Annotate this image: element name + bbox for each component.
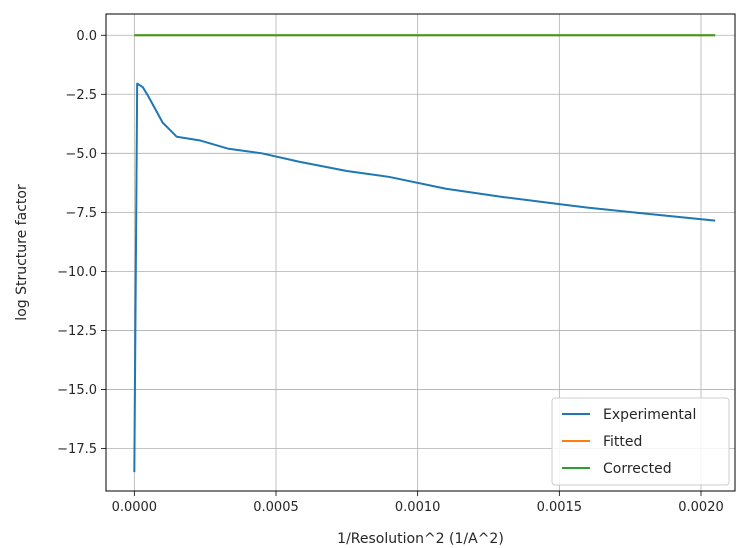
y-tick-label: −17.5 [57,442,97,457]
x-tick-label: 0.0000 [112,500,158,515]
x-tick-label: 0.0005 [253,500,299,515]
y-tick-label: 0.0 [76,29,97,44]
x-axis-ticks: 0.0000 0.0005 0.0010 0.0015 0.0020 [112,491,724,515]
legend-label-fitted: Fitted [603,434,642,450]
x-tick-label: 0.0015 [537,500,583,515]
y-tick-label: −2.5 [65,88,97,103]
y-axis-label: log Structure factor [14,184,30,321]
plot-frame [105,13,736,492]
series-line-experimental [133,82,716,473]
y-tick-label: −15.0 [57,383,97,398]
y-tick-label: −5.0 [65,147,97,162]
y-tick-label: −7.5 [65,206,97,221]
x-tick-label: 0.0020 [678,500,724,515]
x-axis-label: 1/Resolution^2 (1/A^2) [337,531,504,547]
legend-label-experimental: Experimental [603,407,696,423]
y-tick-label: −10.0 [57,265,97,280]
x-tick-label: 0.0010 [395,500,441,515]
legend: Experimental Fitted Corrected [551,397,730,486]
legend-box [551,397,730,486]
legend-label-corrected: Corrected [603,461,672,477]
series-lines [133,34,716,473]
y-tick-label: −12.5 [57,324,97,339]
y-axis-ticks: 0.0 −2.5 −5.0 −7.5 −10.0 −12.5 −15.0 −17.5 [57,29,106,457]
